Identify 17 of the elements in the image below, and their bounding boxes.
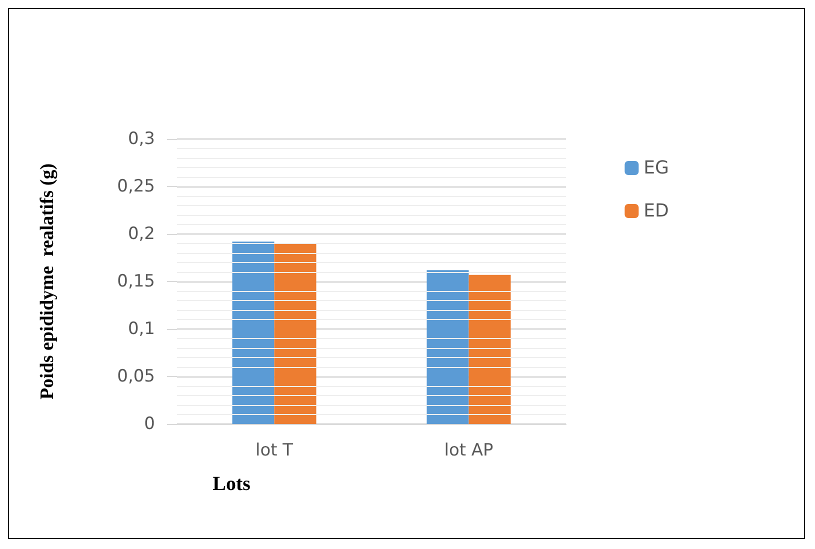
y-tick-label: 0,15: [117, 272, 155, 292]
y-tick-label: 0,25: [117, 176, 155, 196]
y-tick-label: 0,2: [128, 224, 155, 244]
y-tick-label: 0,05: [117, 366, 155, 386]
y-tick-label: 0,1: [128, 319, 155, 339]
bar: [232, 242, 274, 424]
y-tick-label: 0,3: [128, 129, 155, 149]
legend-label: ED: [644, 200, 669, 222]
x-axis-title: Lots: [212, 473, 251, 495]
y-axis-title: Poids epididyme realatifs (g): [37, 163, 58, 400]
bar: [426, 270, 469, 424]
x-tick-label: lot AP: [444, 440, 494, 460]
bar: [274, 244, 316, 424]
y-tick-label: 0: [144, 414, 155, 434]
x-tick-label: lot T: [255, 440, 294, 460]
bar: [468, 274, 511, 424]
legend-label: EG: [644, 158, 670, 178]
